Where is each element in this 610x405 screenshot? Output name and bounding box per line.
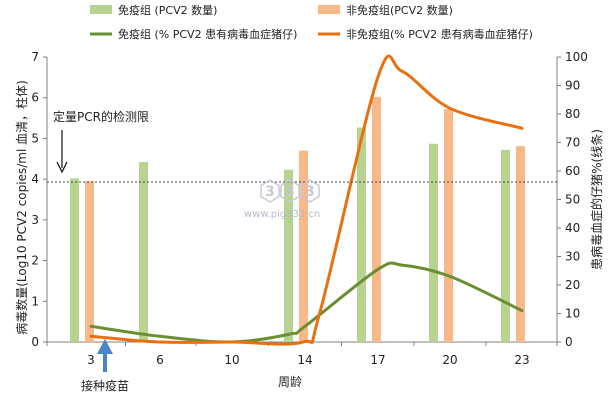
bars [70,96,525,343]
watermark-digit: 3 [265,184,275,200]
legend-label: 非免疫组(PCV2 数量) [346,3,453,17]
bar-vaccinated [139,162,148,342]
legend-swatch [90,5,112,14]
y-left-tick-label: 4 [31,172,39,186]
y-right-tick-label: 10 [565,307,580,321]
y-right-tick-label: 40 [565,221,580,235]
legend-label: 免疫组 (PCV2 数量) [118,3,217,17]
y-right-tick-label: 0 [565,335,573,349]
watermark-digit: 3 [285,184,295,200]
y-right-tick-label: 90 [565,79,580,93]
y-left-tick-label: 5 [31,131,39,145]
x-tick-label: 10 [224,353,239,367]
bar-unvaccinated [372,96,381,343]
watermark-hexagon [260,179,280,203]
x-tick-label: 23 [514,353,529,367]
bar-vaccinated [429,143,438,342]
detection-limit-arrowhead [56,161,68,174]
line-vaccinated [89,261,524,344]
lines [89,54,524,346]
bar-unvaccinated [85,181,94,342]
vaccination-arrowhead [97,339,113,354]
bar-unvaccinated [516,146,525,342]
watermark-url: www.pig333.cn [244,209,320,220]
y-left-tick-label: 6 [31,91,39,105]
watermark-hexagon [300,179,320,203]
y-right-tick-label: 30 [565,250,580,264]
legend: 免疫组 (PCV2 数量) 非免疫组(PCV2 数量) 免疫组 (% PCV2 患有… [90,3,533,41]
legend-swatch [318,5,340,14]
y-right-tick-label: 50 [565,193,580,207]
y-right-tick-label: 70 [565,136,580,150]
line-unvaccinated [89,54,524,346]
x-tick-label: 3 [87,353,95,367]
x-axis-title: 周龄 [278,375,302,389]
bar-vaccinated [70,178,79,342]
legend-label: 免疫组 (% PCV2 患有病毒血症猪仔) [118,27,297,41]
y-right-tick-label: 80 [565,107,580,121]
watermark-hexagon [280,179,300,203]
watermark-digit: 3 [305,184,315,200]
legend-label: 非免疫组(% PCV2 患有病毒血症猪仔) [346,27,533,41]
x-tick-label: 14 [297,353,312,367]
bar-unvaccinated [299,150,308,342]
bar-vaccinated [357,127,366,342]
y-right-axis-title: 患病毒血症的仔猪%(线条) [589,129,604,270]
y-right-tick-label: 60 [565,164,580,178]
y-left-tick-label: 2 [31,254,39,268]
x-tick-label: 20 [442,353,457,367]
detection-limit-label: 定量PCR的检测限 [53,109,149,124]
y-left-tick-label: 3 [31,213,39,227]
x-tick-label: 17 [370,353,385,367]
y-left-tick-label: 1 [31,294,39,308]
y-left-axis-title: 病毒数量(Log10 PCV2 copies/ml 血清，柱体) [14,80,29,335]
y-left-tick-label: 0 [31,335,39,349]
bar-vaccinated [501,149,510,342]
vaccination-label: 接种疫苗 [81,378,129,393]
bar-unvaccinated [444,109,453,342]
y-left-tick-label: 7 [31,50,39,64]
x-tick-label: 6 [156,353,164,367]
y-right-tick-label: 100 [565,50,588,64]
bar-vaccinated [284,169,293,342]
y-right-tick-label: 20 [565,278,580,292]
